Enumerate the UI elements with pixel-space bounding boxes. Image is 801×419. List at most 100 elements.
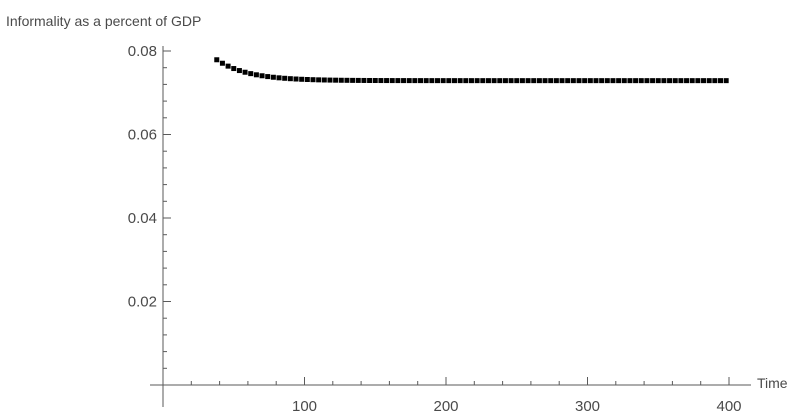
data-point [525,78,531,84]
data-point [276,75,282,81]
data-point [582,78,588,84]
data-point [361,77,367,83]
data-point [514,78,520,84]
data-point [338,77,344,83]
data-point [242,69,248,75]
data-point [401,78,407,84]
data-point [406,78,412,84]
data-point [536,78,542,84]
data-point [616,78,622,84]
data-point [633,78,639,84]
data-point [723,78,729,84]
data-point [491,78,497,84]
data-point [350,77,356,83]
data-point [327,77,333,83]
data-point [259,73,265,79]
data-point [219,60,225,66]
data-point [695,78,701,84]
data-point [667,78,673,84]
x-tick-label: 300 [575,398,600,415]
data-point [231,66,237,72]
data-point [463,78,469,84]
data-point [559,78,565,84]
data-point [367,77,373,83]
data-point [248,71,254,77]
data-point [304,77,310,82]
data-point [502,78,508,84]
data-point [638,78,644,84]
data-point [480,78,486,84]
data-point [655,78,661,84]
data-point [701,78,707,84]
data-point [519,78,525,84]
data-point [565,78,571,84]
data-point [485,78,491,84]
data-point [270,74,276,80]
x-axis-label: Time [757,375,788,391]
data-point [508,78,514,84]
data-point [299,76,305,82]
data-point [225,63,231,69]
data-point [531,78,537,84]
data-point [712,78,718,84]
data-point [423,78,429,84]
data-point [316,77,322,83]
data-point [474,78,480,84]
y-axis: 0.02 0.04 0.06 0.08 [128,43,171,407]
data-point [446,78,452,84]
data-point [214,57,220,63]
data-point [553,78,559,84]
data-point [548,78,554,84]
x-tick-label: 400 [716,398,741,415]
data-point [355,77,361,83]
data-point [468,78,474,84]
x-tick-label: 200 [433,398,458,415]
data-point [718,78,724,84]
data-point [236,68,242,74]
data-point [429,78,435,84]
data-point [287,76,293,82]
data-point [321,77,327,83]
data-point [593,78,599,84]
data-point [435,78,441,84]
data-point [378,78,384,84]
data-point [621,78,627,84]
y-tick-label: 0.06 [128,127,157,144]
data-point [599,78,605,84]
data-point [265,74,271,80]
data-point [412,78,418,84]
data-series [214,57,729,84]
data-point [672,78,678,84]
data-point [282,75,288,81]
data-point [542,78,548,84]
data-point [706,78,712,84]
y-tick-label: 0.08 [128,43,157,60]
data-point [644,78,650,84]
data-point [570,78,576,84]
x-tick-label: 100 [292,398,317,415]
data-point [310,77,316,83]
data-point [389,78,395,84]
data-point [627,78,633,84]
data-point [610,78,616,84]
data-point [684,78,690,84]
data-point [497,78,503,84]
data-point [587,78,593,84]
data-point [689,78,695,84]
data-point [395,78,401,84]
data-point [451,78,457,84]
y-tick-label: 0.04 [128,210,157,227]
data-point [440,78,446,84]
y-tick-label: 0.02 [128,294,157,311]
x-axis: 100 200 300 400 [150,377,751,415]
data-point [384,78,390,84]
data-point [333,77,339,83]
data-point [418,78,424,84]
data-point [253,72,259,78]
data-point [344,77,350,83]
data-point [293,76,299,82]
data-point [372,78,378,84]
data-point [678,78,684,84]
data-point [650,78,656,84]
